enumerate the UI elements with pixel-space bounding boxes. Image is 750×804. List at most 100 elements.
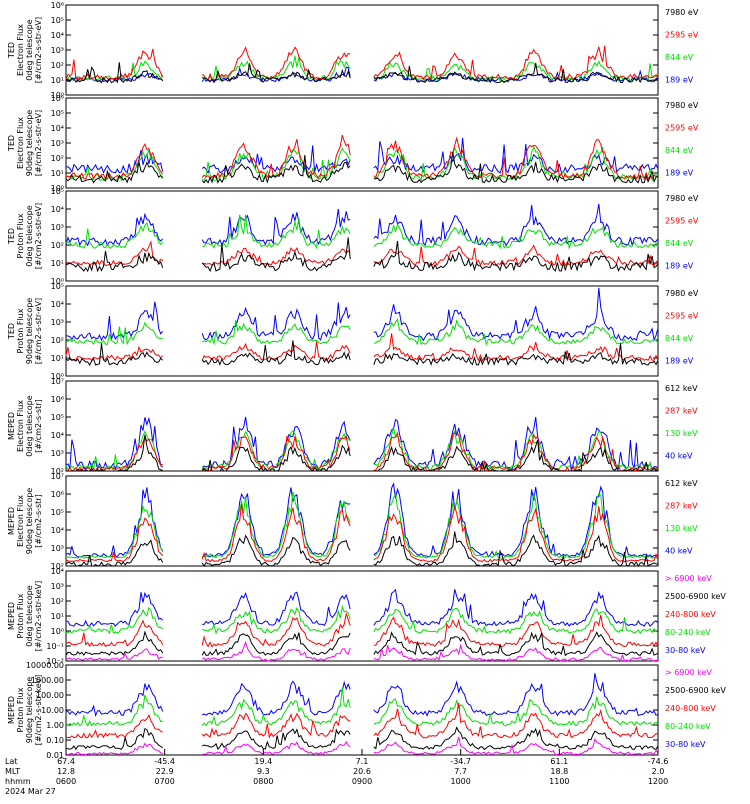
x-axis-value: 9.3 <box>257 767 270 776</box>
y-tick-label: 10⁵ <box>51 16 64 25</box>
y-axis-label-line: [#/cm2-s-str-keV] <box>34 581 43 652</box>
x-axis-row-label: hhmm <box>5 777 31 786</box>
legend-entry: 40 keV <box>665 547 693 556</box>
y-tick-label: 10³ <box>51 449 64 458</box>
y-tick-label: 10¹ <box>51 169 64 178</box>
legend-entry: 130 keV <box>665 429 698 438</box>
series-line <box>65 504 659 563</box>
y-tick-label: 10¹ <box>51 76 64 85</box>
legend-entry: 40 keV <box>665 452 693 461</box>
legend-entry: 30-80 keV <box>665 740 706 749</box>
series-line <box>65 134 659 181</box>
x-axis-value: 20.6 <box>353 767 371 776</box>
legend-entry: 189 eV <box>665 76 694 85</box>
y-tick-label: 10² <box>51 562 64 571</box>
y-tick-label: 10⁰ <box>51 277 64 286</box>
y-tick-label: 10⁴ <box>51 300 64 309</box>
series-line <box>65 531 659 568</box>
series-line <box>65 702 659 739</box>
y-tick-label: 10⁴ <box>51 567 64 576</box>
series-line <box>65 611 659 648</box>
series-line <box>65 588 659 627</box>
panel-meped-p-90: 0.01 0.10 1.00 10.00 100.00 1000.00 10000.00 ME… <box>7 661 726 760</box>
y-tick-label: 10⁶ <box>51 1 64 10</box>
series-line <box>65 640 659 662</box>
y-tick-label: 100.00 <box>36 691 64 700</box>
series-line <box>66 145 659 183</box>
y-tick-label: 10² <box>51 467 64 476</box>
x-axis-value: 2.0 <box>652 767 665 776</box>
legend-entry: 240-800 keV <box>665 610 716 619</box>
y-tick-label: 10⁰ <box>51 372 64 381</box>
y-tick-label: 10⁻¹ <box>46 642 64 651</box>
series-line <box>65 687 659 727</box>
x-axis-value: 0800 <box>253 777 273 786</box>
y-tick-label: 10⁵ <box>51 187 64 196</box>
y-tick-label: 10² <box>51 336 64 345</box>
legend-entry: 189 eV <box>665 357 694 366</box>
legend-entry: 2595 eV <box>665 31 699 40</box>
y-axis-label: MEPEDElectron Flux0deg telescope[#/cm2-s… <box>7 395 43 456</box>
series-line <box>65 333 659 362</box>
y-tick-label: 10⁵ <box>51 282 64 291</box>
y-tick-label: 1000.00 <box>31 676 64 685</box>
panel-meped-e-0: 10² 10³ 10⁴ 10⁵ 10⁶ 10⁷ MEPEDElectron Flux0deg… <box>7 377 698 476</box>
x-axis-value: 67.4 <box>57 757 75 766</box>
y-axis-label-line: MEPED <box>7 602 16 630</box>
y-axis-label: TEDElectron Flux90deg telescope[#/cm2-s-… <box>7 110 43 177</box>
y-axis-label-line: Proton Flux <box>16 213 25 258</box>
legend-entry: 7980 eV <box>665 194 699 203</box>
y-axis-label: MEPEDElectron Flux90deg telescope[#/cm2-… <box>7 488 43 555</box>
legend-entry: 189 eV <box>665 262 694 271</box>
y-axis-label-line: MEPED <box>7 696 16 724</box>
y-axis-label: MEPEDProton Flux90deg telescope[#/cm2-s-… <box>7 675 43 746</box>
series-line <box>65 239 659 267</box>
y-tick-label: 10³ <box>51 139 64 148</box>
legend-entry: 80-240 keV <box>665 722 711 731</box>
series-line <box>65 736 659 756</box>
y-tick-label: 10.00 <box>41 706 64 715</box>
y-axis-label-line: MEPED <box>7 412 16 440</box>
y-axis-label: TEDProton Flux90deg telescope[#/cm2-s-st… <box>7 298 43 365</box>
y-tick-label: 10³ <box>51 46 64 55</box>
y-axis-label-line: Electron Flux <box>16 117 25 169</box>
series-line <box>65 416 659 472</box>
legend-entry: > 6900 keV <box>665 574 712 583</box>
y-tick-label: 10⁴ <box>51 205 64 214</box>
y-tick-label: 10⁵ <box>51 413 64 422</box>
y-axis-label-line: Electron Flux <box>16 400 25 452</box>
series-line <box>65 214 659 250</box>
y-axis-label-line: 0deg telescope <box>25 205 34 266</box>
y-axis-label: TEDElectron Flux0deg telescope[#/cm2-s-s… <box>7 17 43 83</box>
y-tick-label: 10³ <box>51 582 64 591</box>
y-tick-label: 10⁴ <box>51 124 64 133</box>
x-axis-value: -34.7 <box>450 757 471 766</box>
legend-entry: 2500-6900 keV <box>665 592 726 601</box>
y-tick-label: 10¹ <box>51 259 64 268</box>
legend-entry: 7980 eV <box>665 101 699 110</box>
y-tick-label: 10⁶ <box>51 395 64 404</box>
series-line <box>65 137 659 175</box>
legend-entry: 2595 eV <box>665 124 699 133</box>
y-tick-label: 10⁶ <box>51 490 64 499</box>
legend-entry: 2595 eV <box>665 217 699 226</box>
x-axis-value: 12.8 <box>57 767 75 776</box>
panel-frame <box>65 285 659 377</box>
y-axis-label-line: 90deg telescope <box>25 677 34 744</box>
x-axis-row-label: MLT <box>5 767 20 776</box>
y-tick-label: 10000.00 <box>26 661 64 670</box>
series-line <box>65 340 659 367</box>
y-axis-label-line: TED <box>7 228 16 245</box>
x-axis-value: 19.4 <box>254 757 272 766</box>
panel-frame <box>65 380 659 472</box>
legend-entry: 80-240 keV <box>665 628 711 637</box>
legend-entry: 30-80 keV <box>665 646 706 655</box>
y-tick-label: 10⁷ <box>51 472 64 481</box>
x-axis-value: 1200 <box>648 777 668 786</box>
legend-entry: 844 eV <box>665 53 694 62</box>
x-axis-value: 0900 <box>352 777 372 786</box>
x-axis-value: -74.6 <box>648 757 669 766</box>
y-tick-label: 10⁷ <box>51 377 64 386</box>
legend-entry: 844 eV <box>665 239 694 248</box>
